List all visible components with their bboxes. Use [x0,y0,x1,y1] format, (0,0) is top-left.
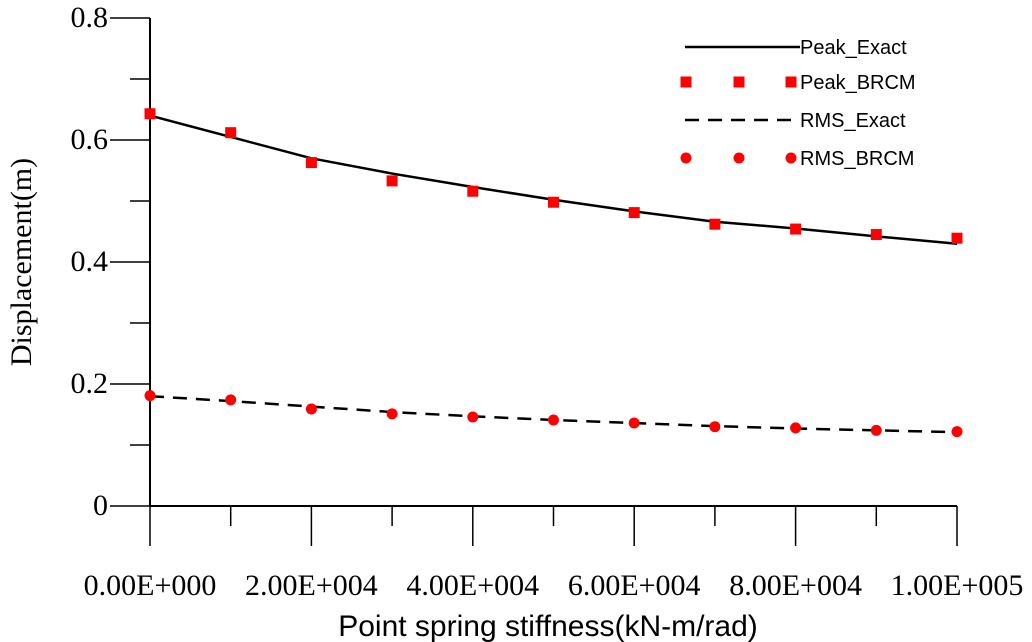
x-tick-label: 1.00E+005 [891,569,1024,602]
peak-brcm-point [628,207,640,219]
peak-brcm-point [467,185,479,197]
legend-peak-brcm-label: Peak_BRCM [800,72,916,94]
legend-rms-exact-label: RMS_Exact [800,110,906,132]
legend: Peak_Exact Peak_BRCM RMS_Exact RMS_BRCM [680,37,916,170]
peak-brcm-point [951,232,963,244]
rms-brcm-point [951,426,963,438]
x-tick-label: 0.00E+000 [84,569,217,602]
peak-brcm-point [548,196,559,208]
legend-rms-brcm-marker [785,152,797,164]
y-tick-label: 0 [93,489,108,522]
rms-brcm-point [305,403,317,415]
peak-brcm-point [144,108,156,120]
x-axis-title: Point spring stiffness(kN-m/rad) [338,610,758,642]
x-tick-label: 8.00E+004 [729,569,862,602]
y-tick-label: 0.8 [71,1,109,34]
x-tick-label: 2.00E+004 [245,569,378,602]
series-layer [144,108,963,438]
y-tick-label: 0.6 [71,123,109,156]
legend-peak-brcm-marker [680,76,692,88]
rms-brcm-point [144,390,156,402]
peak-brcm-point [790,223,802,235]
rms-brcm-point [870,424,882,436]
peak-exact-line [149,114,958,245]
legend-peak-exact-label: Peak_Exact [800,37,907,59]
rms-brcm-point [548,414,559,426]
y-ticks: 0 0.2 0.4 0.6 0.8 [71,1,150,522]
rms-brcm-point [467,411,479,423]
rms-brcm-point [790,422,802,434]
peak-brcm-point [305,157,317,169]
x-ticks: 0.00E+000 2.00E+004 4.00E+004 6.00E+004 8.00… [84,506,1024,602]
y-tick-label: 0.4 [71,245,109,278]
rms-brcm-point [709,421,721,433]
peak-brcm-point [225,127,237,139]
legend-peak-brcm-marker [785,76,797,88]
y-axis-title: Displacement(m) [5,158,38,366]
peak-brcm-point [386,175,398,187]
legend-rms-brcm-label: RMS_BRCM [800,148,914,170]
legend-rms-brcm-marker [733,152,745,164]
rms-exact-line [149,394,958,434]
legend-peak-brcm-marker [733,76,745,88]
x-tick-label: 6.00E+004 [568,569,701,602]
peak-brcm-point [709,218,721,230]
rms-brcm-point [225,394,237,406]
x-tick-label: 4.00E+004 [406,569,539,602]
legend-rms-brcm-marker [680,152,692,164]
rms-brcm-point [628,417,640,429]
rms-brcm-point [386,408,398,420]
y-tick-label: 0.2 [71,367,109,400]
peak-brcm-point [870,229,882,241]
